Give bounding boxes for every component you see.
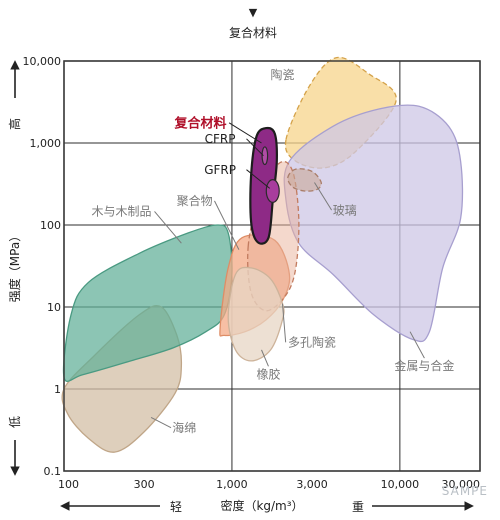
x-low-label: 轻 xyxy=(170,500,182,514)
region-3 xyxy=(283,104,464,343)
y-tick-label-4: 1,000 xyxy=(30,137,62,150)
pointers-layer xyxy=(150,122,425,429)
region-label-3: GFRP xyxy=(204,163,236,177)
x-axis-label-group: 轻 密度（kg/m³） 重 xyxy=(60,498,474,514)
region-label-1: 复合材料 xyxy=(174,115,227,131)
label-pointer-5 xyxy=(214,200,240,250)
label-pointer-3 xyxy=(246,169,271,189)
region-label-4: 木与木制品 xyxy=(91,205,151,219)
label-pointer-10 xyxy=(150,416,172,429)
region-8 xyxy=(249,126,278,245)
label-pointer-7 xyxy=(281,303,287,343)
frame-top xyxy=(63,60,481,472)
region-label-0: 陶瓷 xyxy=(270,67,294,82)
y-low-label: 低 xyxy=(8,416,22,428)
y-axis-label-group: 高 强度（MPa） 低 xyxy=(7,60,22,476)
region-6 xyxy=(227,266,285,362)
label-pointer-2 xyxy=(246,138,264,157)
y-tick-label-1: 1 xyxy=(54,383,61,396)
y-axis-ticks: 0.1 1 10 100 1,000 10,000 xyxy=(23,55,62,478)
region-1 xyxy=(62,224,233,382)
region-label-6: 玻璃 xyxy=(333,203,357,217)
y-tick-label-2: 10 xyxy=(47,301,61,314)
region-label-2: CFRP xyxy=(205,132,236,146)
title-text: 复合材料 xyxy=(229,25,277,40)
x-tick-label-1: 300 xyxy=(134,478,155,491)
chart-title: ▼ 复合材料 xyxy=(229,6,277,40)
region-label-7: 多孔陶瓷 xyxy=(288,334,336,349)
label-pointer-6 xyxy=(314,182,333,211)
label-pointer-8 xyxy=(409,331,425,359)
label-pointer-4 xyxy=(154,211,182,244)
y-tick-label-3: 100 xyxy=(40,219,61,232)
y-high-label: 高 xyxy=(7,118,22,130)
title-marker: ▼ xyxy=(249,6,258,19)
x-tick-label-3: 3,000 xyxy=(296,478,328,491)
y-axis-label: 强度（MPa） xyxy=(7,230,22,302)
x-axis-label: 密度（kg/m³） xyxy=(220,498,303,513)
region-label-5: 聚合物 xyxy=(177,193,213,208)
region-label-9: 橡胶 xyxy=(256,366,280,381)
y-tick-label-5: 10,000 xyxy=(23,55,62,68)
region-label-8: 金属与合金 xyxy=(394,358,454,373)
region-label-10: 海绵 xyxy=(172,420,196,435)
subregion-0 xyxy=(261,146,269,166)
subregions-layer xyxy=(261,146,280,203)
label-pointer-9 xyxy=(261,349,269,367)
x-tick-label-2: 1,000 xyxy=(216,478,248,491)
y-tick-label-0: 0.1 xyxy=(44,465,62,478)
regions-layer xyxy=(61,56,464,453)
x-tick-label-0: 100 xyxy=(58,478,79,491)
x-tick-label-5: 30,000 xyxy=(442,478,481,491)
region-7 xyxy=(287,168,323,192)
x-tick-label-4: 10,000 xyxy=(381,478,420,491)
label-pointer-1 xyxy=(228,122,262,144)
watermark: SAMPE xyxy=(441,484,488,498)
x-axis-ticks: 100 300 1,000 3,000 10,000 30,000 xyxy=(58,478,480,491)
subregion-1 xyxy=(265,178,280,203)
x-high-label: 重 xyxy=(352,500,364,514)
